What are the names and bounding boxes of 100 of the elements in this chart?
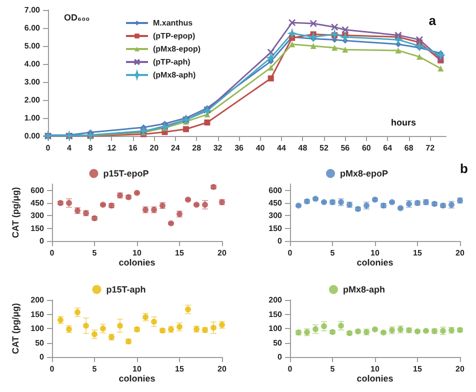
x-tick-label: 10 bbox=[132, 364, 142, 374]
y-tick-label: 2.00 bbox=[24, 96, 41, 104]
point bbox=[288, 18, 296, 26]
point bbox=[210, 324, 216, 331]
point bbox=[83, 322, 89, 329]
point bbox=[185, 196, 191, 203]
text: b bbox=[460, 161, 468, 176]
y-tick-label: 300 bbox=[30, 211, 45, 220]
point bbox=[117, 322, 123, 329]
x-tick-label: 44 bbox=[277, 144, 286, 152]
x-tick-label: 56 bbox=[340, 144, 350, 152]
y-axis-title: CAT (pg/μg) bbox=[10, 303, 20, 354]
y-tick-label: 200 bbox=[30, 296, 45, 304]
x-tick-label: 12 bbox=[107, 144, 117, 152]
point bbox=[134, 190, 140, 196]
x-tick-label: 8 bbox=[88, 144, 94, 152]
legend-label: pMx8-epoP bbox=[340, 168, 388, 178]
annotation: hours bbox=[391, 118, 416, 128]
x-tick-label: 0 bbox=[46, 144, 51, 152]
x-tick-label: 0 bbox=[288, 248, 293, 258]
y-tick-label: 1.00 bbox=[24, 114, 41, 122]
y-tick-label: 0 bbox=[278, 352, 283, 362]
point bbox=[267, 48, 275, 56]
point bbox=[342, 46, 348, 53]
y-tick-label: 5.00 bbox=[24, 42, 41, 50]
point bbox=[341, 26, 349, 34]
y-tick-label: 600 bbox=[268, 186, 283, 195]
point bbox=[330, 23, 338, 31]
x-tick-label: 20 bbox=[218, 364, 227, 374]
y-tick-label: 0 bbox=[40, 236, 45, 246]
y-tick-label: 100 bbox=[30, 324, 45, 334]
y-tick-label: 150 bbox=[268, 310, 283, 319]
x-axis-title: colonies bbox=[118, 258, 156, 268]
x-tick-label: 64 bbox=[383, 144, 393, 152]
y-tick-label: 0 bbox=[278, 236, 283, 246]
legend-label: (pMx8-epop) bbox=[153, 44, 201, 54]
legend-label: p15T-epoP bbox=[103, 168, 149, 178]
point bbox=[268, 75, 274, 82]
y-tick-label: 0 bbox=[40, 352, 45, 362]
point bbox=[268, 64, 274, 71]
y-tick-label: 600 bbox=[30, 186, 45, 195]
point bbox=[151, 318, 157, 325]
x-tick-label: 0 bbox=[288, 364, 293, 374]
point bbox=[416, 54, 422, 60]
point bbox=[395, 48, 402, 54]
point bbox=[332, 44, 338, 51]
legend-label: (pTP-epop) bbox=[153, 32, 196, 40]
x-tick-label: 36 bbox=[234, 144, 244, 152]
x-tick-label: 15 bbox=[413, 248, 422, 258]
y-tick-label: 7.00 bbox=[24, 6, 41, 14]
y-tick-label: 150 bbox=[30, 224, 45, 233]
y-tick-label: 50 bbox=[273, 338, 283, 348]
x-tick-label: 32 bbox=[213, 144, 223, 152]
x-tick-label: 72 bbox=[426, 144, 436, 152]
x-tick-label: 28 bbox=[192, 144, 202, 152]
y-axis-title: CAT (pg/μg) bbox=[10, 187, 20, 238]
legend-label: p15T-aph bbox=[106, 284, 146, 294]
x-tick-label: 20 bbox=[456, 364, 465, 374]
legend-label: M.xanthus bbox=[153, 18, 194, 28]
point bbox=[185, 306, 191, 312]
point bbox=[100, 326, 106, 332]
y-tick-label: 6.00 bbox=[24, 24, 41, 32]
point bbox=[310, 43, 316, 49]
point bbox=[310, 20, 318, 28]
legend-label: (pMx8-aph) bbox=[153, 70, 196, 80]
point bbox=[168, 220, 174, 226]
y-tick-label: 150 bbox=[30, 310, 45, 319]
x-tick-label: 15 bbox=[175, 364, 184, 374]
point bbox=[289, 41, 296, 48]
point bbox=[182, 126, 189, 132]
x-tick-label: 10 bbox=[132, 248, 142, 258]
point bbox=[416, 36, 424, 44]
x-tick-label: 52 bbox=[319, 144, 329, 152]
x-tick-label: 20 bbox=[218, 248, 227, 258]
y-tick-label: 200 bbox=[268, 296, 283, 304]
x-tick-label: 5 bbox=[92, 248, 98, 258]
y-tick-label: 50 bbox=[35, 338, 45, 348]
point bbox=[394, 32, 402, 39]
x-tick-label: 68 bbox=[404, 144, 414, 152]
x-tick-label: 24 bbox=[170, 144, 180, 152]
y-tick-label: 150 bbox=[268, 224, 283, 233]
x-axis-title: colonies bbox=[356, 374, 394, 384]
x-tick-label: 4 bbox=[67, 144, 72, 152]
y-tick-label: 450 bbox=[30, 198, 45, 208]
x-axis-title: colonies bbox=[118, 374, 156, 384]
x-tick-label: 20 bbox=[150, 144, 160, 152]
x-tick-label: 40 bbox=[256, 144, 266, 152]
point bbox=[204, 120, 210, 126]
point bbox=[372, 196, 378, 203]
x-tick-label: 10 bbox=[370, 248, 380, 258]
y-tick-label: 3.00 bbox=[24, 78, 41, 86]
x-tick-label: 16 bbox=[128, 144, 138, 152]
x-axis-title: colonies bbox=[356, 258, 394, 268]
point bbox=[321, 199, 327, 206]
point bbox=[436, 54, 444, 62]
x-tick-label: 20 bbox=[456, 248, 465, 258]
x-tick-label: 0 bbox=[50, 364, 55, 374]
y-tick-label: 100 bbox=[268, 324, 283, 334]
y-axis-title: OD₆₀₀ bbox=[64, 12, 90, 22]
x-tick-label: 5 bbox=[330, 248, 336, 258]
